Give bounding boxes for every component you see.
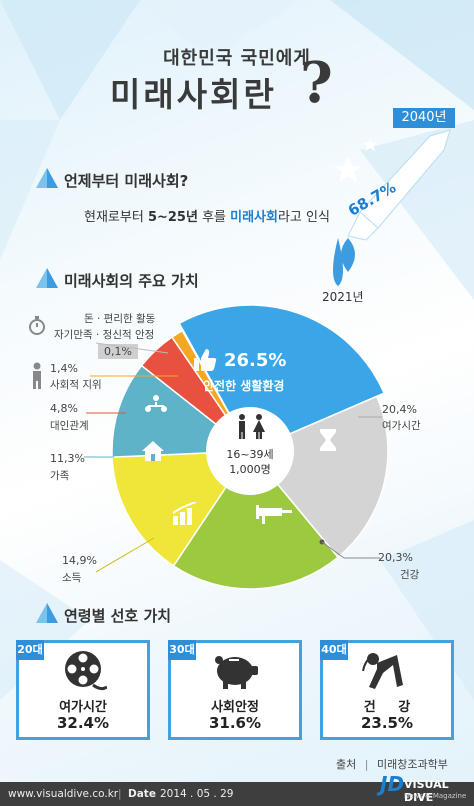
header-question-mark: ? (300, 50, 333, 116)
age-card-20s-value: 32.4% (56, 714, 110, 732)
source-value: 미래창조과학부 (376, 758, 448, 771)
age-card-30s: 30대 사회안정 31.6% (168, 640, 302, 740)
stopwatch-icon (29, 316, 45, 335)
rocket-year-bottom: 2021년 (322, 290, 364, 304)
slice-family-value: 11,3% (50, 452, 85, 465)
hourglass-icon (320, 429, 336, 451)
section1-text: 현재로부터 5~25년 후를 미래사회라고 인식 (84, 206, 330, 225)
slice-relations-value: 4,8% (50, 402, 78, 415)
age-card-40s: 40대 건 강 23.5% (320, 640, 454, 740)
slice-relations-label: 대인관계 (50, 420, 89, 432)
source-line: 출처 | 미래창조과학부 (336, 758, 448, 771)
rocket-icon (333, 129, 451, 286)
section3-title: 연령별 선호 가치 (64, 607, 172, 625)
age-card-30s-value: 31.6% (208, 714, 262, 732)
age-card-40s-value: 23.5% (360, 714, 414, 732)
leader-lines-top (95, 342, 169, 354)
bar-chart-icon (172, 502, 197, 525)
age-card-30s-label: 사회안정 (211, 700, 259, 715)
exercise-icon (362, 653, 403, 689)
leader-line-status (90, 375, 178, 377)
slice-safe-label: 안전한 생활환경 (203, 379, 285, 393)
footer-date: 2014 . 05 . 29 (160, 788, 234, 800)
slice-status-value: 1,4% (50, 362, 78, 375)
footer-site: www.visualdive.co.kr (8, 788, 119, 800)
slice-selfsatisfaction-label: 자기만족 · 정신적 안정 (54, 329, 155, 341)
slice-income-label: 소득 (62, 572, 82, 584)
triangle-bullet-icon (36, 268, 58, 288)
leader-line-relations (86, 412, 126, 414)
rocket-flame-icon (341, 238, 355, 272)
age-card-40s-label: 건 강 (363, 700, 411, 715)
age-card-20s-tag: 20대 (16, 640, 44, 660)
pie-center-age: 16~39세 (226, 448, 274, 461)
footer-bar: www.visualdive.co.kr | Date 2014 . 05 . … (0, 782, 474, 806)
leader-line-health (319, 539, 380, 559)
slice-leisure-value: 20,4% (382, 403, 417, 416)
section1-title: 언제부터 미래사회? (64, 172, 189, 190)
film-reel-icon (65, 651, 107, 691)
pie-center-count: 1,000명 (229, 463, 271, 476)
footer-brand-sub: News & Magazine (404, 792, 467, 800)
slice-family-label: 가족 (50, 470, 70, 482)
leader-line-leisure (358, 416, 382, 418)
pie-slice (172, 449, 340, 590)
house-icon (142, 441, 164, 461)
section2-title: 미래사회의 주요 가치 (64, 272, 199, 290)
section1-text-before: 현재로부터 (84, 210, 148, 225)
slice-health-label: 건강 (400, 569, 420, 581)
age-card-20s-label: 여가시간 (59, 700, 107, 715)
header-line2: 미래사회란 (110, 75, 277, 114)
person-icon (33, 362, 41, 389)
rocket-year-top: 2040년 (393, 108, 455, 128)
piggy-bank-icon (215, 656, 258, 689)
slice-status-label: 사회적 지위 (50, 379, 102, 391)
thumbs-up-icon (194, 349, 217, 371)
triangle-bullet-icon (36, 603, 58, 623)
footer-date-label: Date (128, 788, 156, 800)
section1-text-after2: 라고 인식 (277, 210, 330, 225)
triangle-bullet-icon (36, 168, 58, 188)
leader-line-family (84, 456, 114, 458)
slice-leisure-label: 여가시간 (382, 420, 421, 432)
header-line1: 대한민국 국민에게 (163, 48, 311, 69)
leader-line-income (96, 537, 155, 573)
people-icon (145, 395, 167, 412)
slice-health-value: 20,3% (378, 551, 413, 564)
syringe-icon (256, 505, 292, 524)
age-card-20s: 20대 여가시간 32.4% (16, 640, 150, 740)
footer-brand: VISUAL DIVE (404, 778, 449, 804)
section1-text-highlight: 미래사회 (230, 210, 278, 225)
age-card-40s-tag: 40대 (320, 640, 348, 660)
section1-text-span: 5~25년 (147, 210, 198, 225)
section1-text-after1: 후를 (197, 210, 231, 225)
slice-income-value: 14,9% (62, 554, 97, 567)
source-label: 출처 (336, 758, 357, 771)
slice-safe-value: 26.5% (224, 350, 287, 371)
man-woman-icon (239, 414, 265, 439)
footer-logo: JD (380, 772, 405, 796)
age-card-30s-tag: 30대 (168, 640, 196, 660)
pie-center-hole (206, 407, 294, 495)
note-top: 돈 · 편리한 활동 (84, 313, 156, 325)
